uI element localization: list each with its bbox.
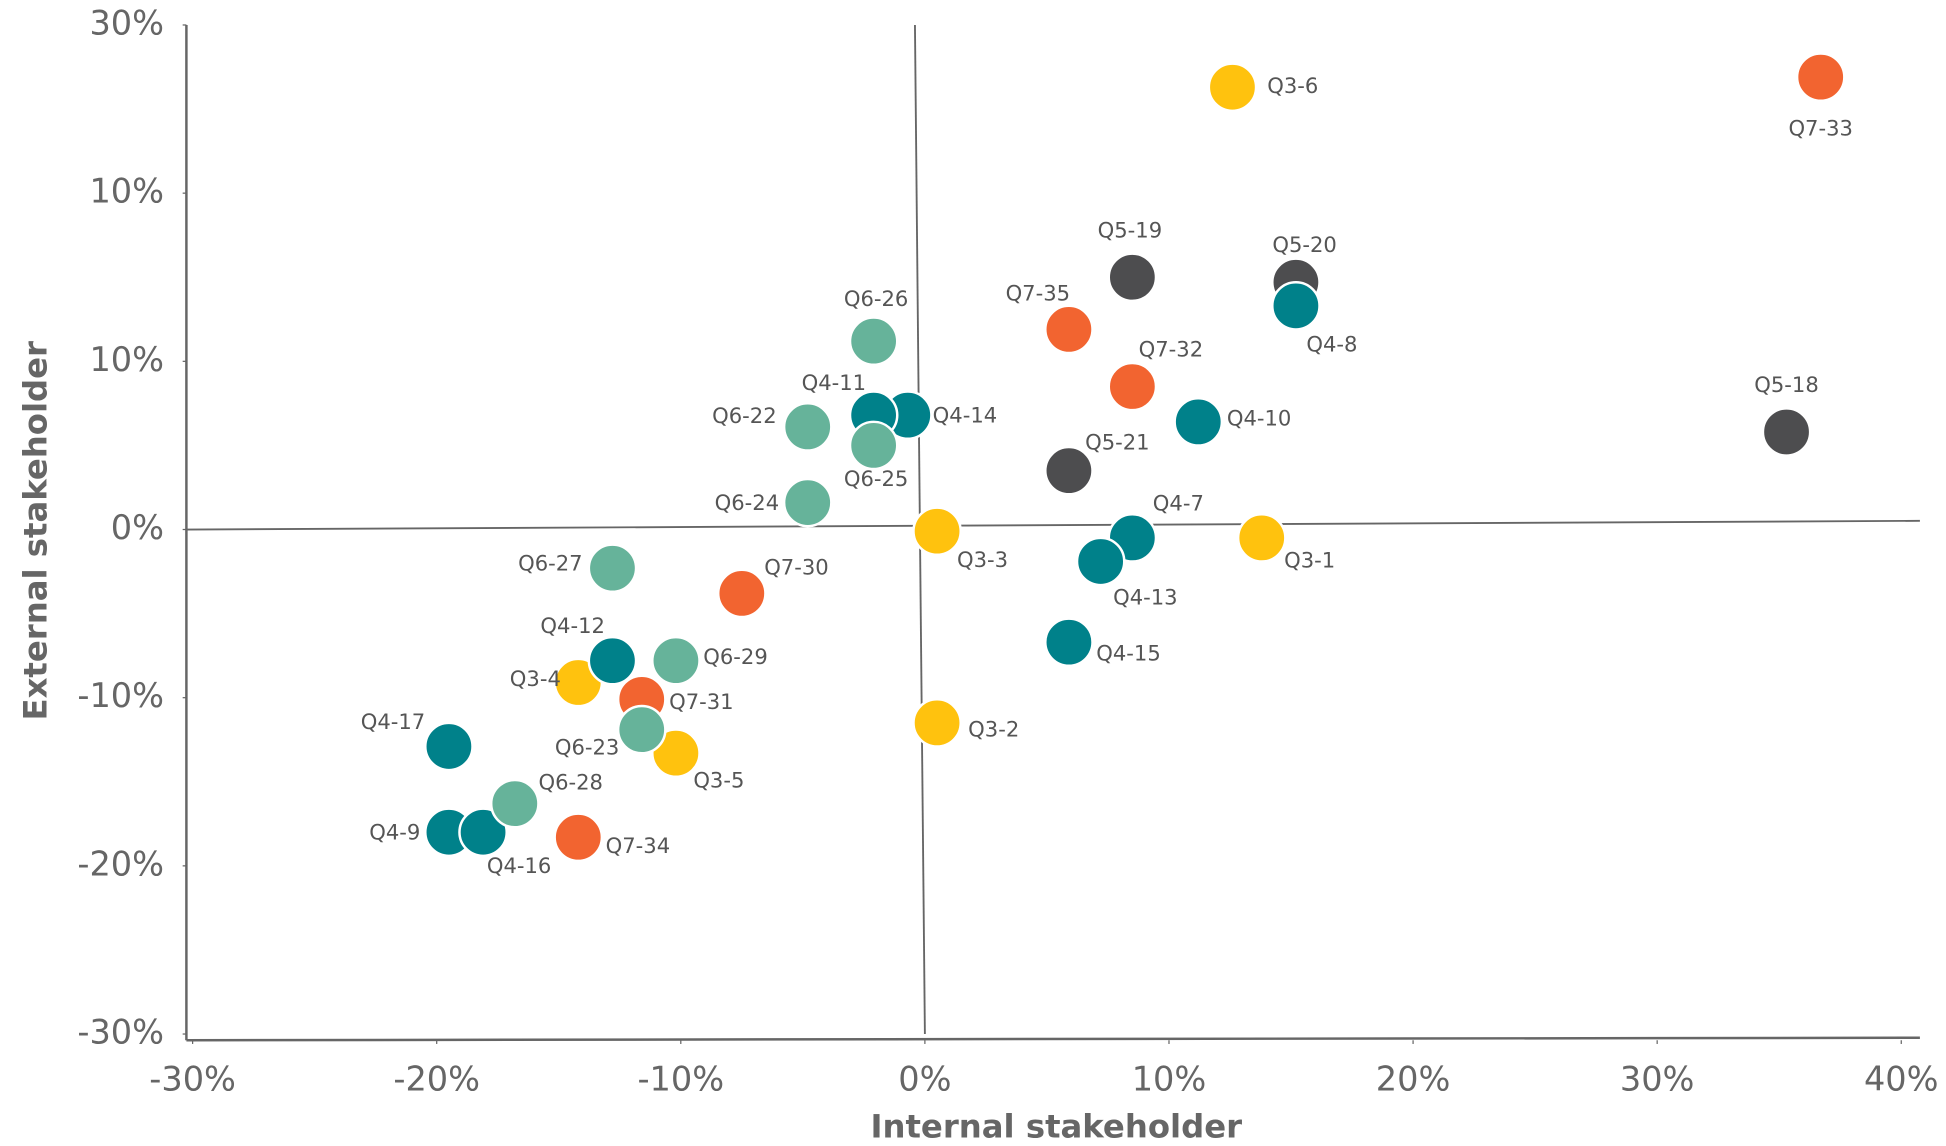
point-label: Q6-26 <box>844 286 909 311</box>
point-label: Q3-4 <box>510 666 561 691</box>
point-labels: Q3-6 Q3-3 Q3-1 Q3-4 Q3-2 Q3-5 Q7-33 Q7-35 Q7-32 Q… <box>361 73 1853 878</box>
point <box>912 506 962 557</box>
x-tick-label: -20% <box>393 1060 480 1099</box>
y-tick-label: -30% <box>77 1013 164 1052</box>
x-axis <box>186 1036 1920 1042</box>
point <box>553 812 604 863</box>
point <box>1107 361 1158 412</box>
point <box>716 568 767 619</box>
point <box>587 635 638 686</box>
point-label: Q5-20 <box>1272 232 1337 257</box>
y-tick-label: 10% <box>89 340 164 379</box>
x-tick-label: 0% <box>898 1060 951 1099</box>
point <box>1044 304 1094 355</box>
point <box>616 704 667 755</box>
x-tick-label: 20% <box>1376 1060 1451 1099</box>
zero-horizontal <box>186 519 1920 531</box>
point <box>458 807 508 858</box>
point-label: Q4-16 <box>487 853 552 878</box>
point-label: Q3-1 <box>1284 548 1335 573</box>
point <box>1271 280 1321 331</box>
point-label: Q5-21 <box>1085 429 1150 454</box>
point-label: Q7-35 <box>1006 281 1071 306</box>
point <box>848 316 899 367</box>
point <box>1207 62 1258 113</box>
y-tick-label: 0% <box>111 508 164 547</box>
point <box>1044 617 1094 668</box>
x-tick-label: -10% <box>637 1060 724 1099</box>
x-tick-label: 30% <box>1620 1060 1695 1099</box>
point <box>1107 252 1158 303</box>
y-tick-label: 30% <box>89 3 164 42</box>
point-label: Q7-33 <box>1788 115 1853 140</box>
point-label: Q7-30 <box>764 555 829 580</box>
point-label: Q3-3 <box>957 547 1008 572</box>
point-label: Q7-31 <box>669 689 734 714</box>
point-label: Q7-34 <box>606 833 671 858</box>
point-label: Q3-2 <box>968 716 1019 741</box>
point-label: Q4-9 <box>369 819 420 844</box>
point-label: Q4-7 <box>1153 490 1204 515</box>
point <box>782 477 833 528</box>
point <box>912 698 962 748</box>
point-label: Q4-10 <box>1227 405 1292 430</box>
point <box>1236 513 1287 563</box>
point-label: Q4-11 <box>802 370 867 395</box>
point-label: Q4-12 <box>540 613 605 638</box>
y-tick-label: -10% <box>77 676 164 715</box>
point-label: Q6-24 <box>715 490 780 515</box>
point-label: Q6-22 <box>712 403 777 428</box>
y-axis-title: External stakeholder <box>16 341 54 721</box>
point <box>587 543 638 594</box>
point-label: Q6-29 <box>703 644 768 669</box>
x-tick-label: -30% <box>149 1060 236 1099</box>
point <box>1075 536 1126 587</box>
point <box>651 728 701 779</box>
point-label: Q5-19 <box>1098 217 1163 242</box>
point <box>1795 52 1846 102</box>
point <box>1044 445 1094 496</box>
point <box>848 420 899 471</box>
y-tick-label: 10% <box>89 172 164 211</box>
points <box>424 52 1846 863</box>
point-label: Q4-13 <box>1113 585 1178 610</box>
point-label: Q5-18 <box>1754 372 1819 397</box>
y-tick-label: -20% <box>77 844 164 883</box>
point-label: Q4-14 <box>933 402 998 427</box>
point <box>782 402 833 452</box>
point-label: Q3-5 <box>693 768 744 793</box>
x-tick-label: 40% <box>1864 1060 1939 1099</box>
point <box>424 721 474 772</box>
point <box>1173 397 1224 447</box>
point-label: Q6-25 <box>844 466 909 491</box>
point-label: Q6-27 <box>518 550 583 575</box>
x-tick-label: 10% <box>1132 1060 1207 1099</box>
point <box>489 778 540 829</box>
point-label: Q4-15 <box>1096 641 1161 666</box>
point-label: Q6-28 <box>538 770 603 795</box>
point <box>651 635 701 686</box>
point-label: Q4-8 <box>1306 332 1357 357</box>
point-label: Q3-6 <box>1267 73 1318 98</box>
x-axis-title: Internal stakeholder <box>870 1107 1242 1145</box>
point-label: Q4-17 <box>361 709 426 734</box>
point-label: Q7-32 <box>1139 337 1204 362</box>
point <box>1761 407 1812 457</box>
point-label: Q6-23 <box>555 734 620 759</box>
